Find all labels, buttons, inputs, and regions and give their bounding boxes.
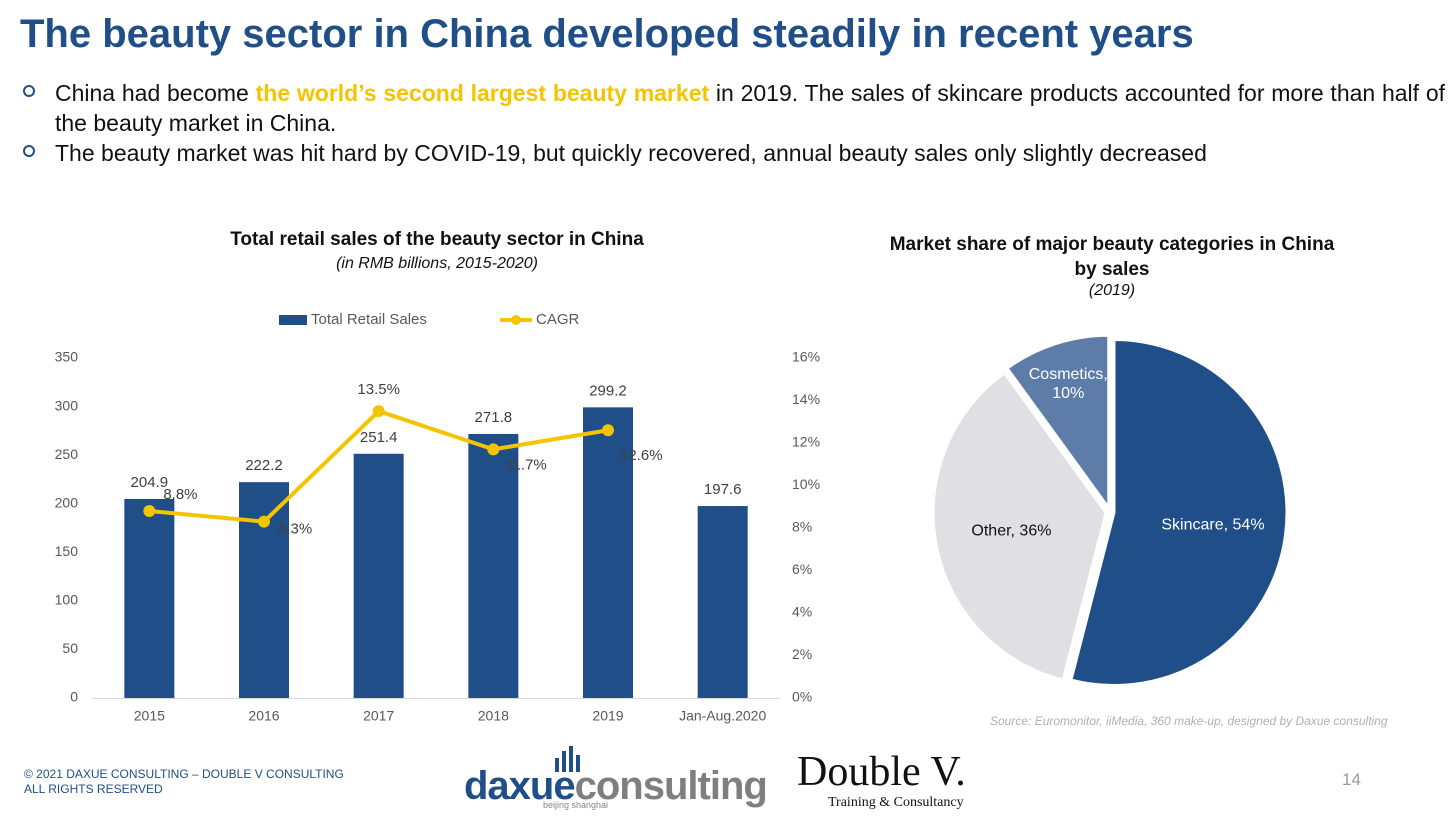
legend-label: Total Retail Sales [311, 311, 427, 328]
bullet-text: China had become [55, 80, 256, 106]
y2-tick-label: 14% [792, 391, 820, 407]
cagr-marker [602, 424, 614, 437]
page-number: 14 [1342, 770, 1361, 789]
bullet-icon [23, 145, 35, 157]
data-label: 271.8 [475, 409, 513, 426]
footer: ALL RIGHTS RESERVED [24, 782, 163, 796]
y2-tick-label: 4% [792, 604, 812, 620]
y2-tick-label: 16% [792, 349, 820, 365]
bar [239, 482, 289, 698]
y-tick-label: 150 [55, 543, 79, 559]
data-label: 204.9 [131, 474, 169, 491]
bullet-text: The beauty market was hit hard by COVID-… [55, 140, 1207, 166]
chart-subtitle: (2019) [1088, 282, 1136, 299]
pie-label: Cosmetics, 10% [1028, 365, 1108, 402]
data-label: 299.2 [589, 382, 627, 399]
logo-sub: beijing shanghai [543, 800, 609, 810]
data-label: 12.6% [620, 447, 663, 464]
data-label: 251.4 [360, 429, 398, 446]
source: Source: Euromonitor, iiMedia, 360 make-u… [990, 714, 1388, 728]
cagr-marker [143, 505, 156, 517]
data-label: 222.2 [245, 457, 283, 474]
y-tick-label: 100 [55, 592, 79, 608]
data-label: 8.8% [163, 486, 197, 503]
y-tick-label: 0 [70, 689, 78, 705]
data-label: 8.3% [278, 521, 312, 538]
data-label: 197.6 [704, 481, 742, 498]
footer: © 2021 DAXUE CONSULTING – DOUBLE V CONSU… [24, 767, 344, 781]
logo-doublev: Double V. [797, 749, 966, 795]
x-tick-label: 2019 [592, 708, 623, 724]
legend-label: CAGR [536, 311, 580, 328]
y2-tick-label: 8% [792, 519, 812, 535]
chart-title: Total retail sales of the beauty sector … [230, 229, 644, 250]
logo-sub: Training & Consultancy [828, 795, 964, 810]
slide-title: The beauty sector in China developed ste… [20, 12, 1194, 56]
y2-tick-label: 12% [792, 434, 820, 450]
y-tick-label: 50 [62, 640, 78, 656]
cagr-marker [258, 515, 270, 528]
bar [124, 498, 175, 698]
bullet: The beauty market was hit hard by COVID-… [55, 138, 1445, 168]
bullet: China had become the world’s second larg… [55, 78, 1445, 138]
x-tick-label: 2017 [363, 708, 394, 724]
logo-text: consulting [574, 764, 768, 808]
logo-text: daxue [464, 764, 576, 808]
cagr-marker [372, 405, 385, 418]
data-label: 11.7% [505, 456, 546, 473]
y-tick-label: 350 [55, 349, 79, 365]
y2-tick-label: 2% [792, 646, 812, 662]
pie-label: Other, 36% [971, 522, 1052, 540]
y2-tick-label: 10% [792, 476, 820, 492]
x-tick-label: Jan-Aug.2020 [679, 708, 766, 724]
bullet-highlight: the world’s second largest beauty market [255, 80, 710, 106]
pie-slice [1069, 337, 1289, 688]
pie-slice [1004, 333, 1111, 513]
bullet-text: in 2019. The sales of skincare products … [55, 80, 1446, 136]
bar [353, 453, 404, 698]
legend-key [511, 315, 521, 325]
legend-key [279, 315, 307, 325]
x-tick-label: 2018 [478, 708, 509, 724]
y2-tick-label: 0% [792, 689, 812, 705]
chart-title: Market share of major beauty categories … [889, 234, 1335, 280]
y-tick-label: 200 [55, 494, 79, 510]
pie-slice [931, 370, 1108, 683]
y2-tick-label: 6% [792, 561, 812, 577]
cagr-marker [487, 443, 500, 456]
bar [468, 433, 519, 698]
chart-subtitle: (in RMB billions, 2015-2020) [336, 255, 538, 272]
logo-daxue: daxueconsulting [464, 764, 768, 808]
bar [583, 407, 633, 698]
pie-label: Skincare, 54% [1161, 516, 1265, 534]
data-label: 13.5% [357, 381, 400, 398]
x-tick-label: 2015 [134, 708, 165, 724]
y-tick-label: 300 [55, 397, 79, 413]
y-tick-label: 250 [55, 446, 79, 462]
bar [697, 506, 748, 698]
logo-bars [555, 746, 580, 772]
bullet-icon [23, 85, 35, 97]
x-tick-label: 2016 [248, 708, 279, 724]
